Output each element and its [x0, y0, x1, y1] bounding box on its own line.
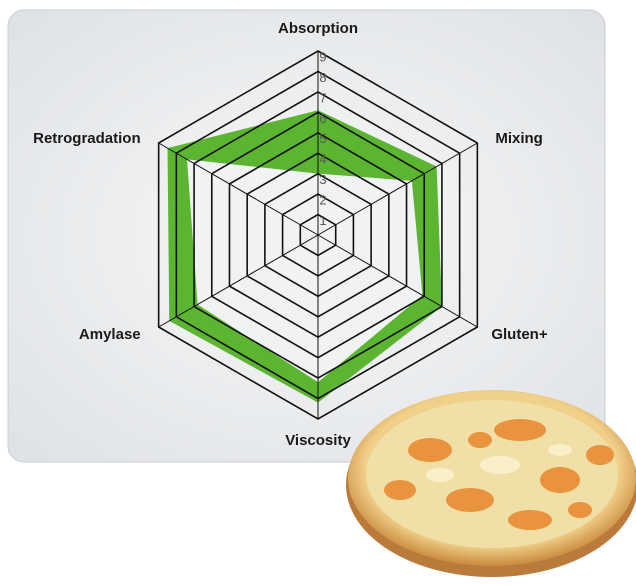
tick-label: 4	[319, 152, 326, 167]
tick-label: 7	[319, 90, 326, 105]
tick-label: 6	[319, 111, 326, 126]
tick-label: 8	[319, 70, 326, 85]
axis-label: Absorption	[278, 20, 358, 37]
pizza-image	[346, 390, 636, 577]
axis-label: Viscosity	[285, 432, 351, 449]
axis-line	[158, 142, 319, 236]
axis-label: Mixing	[495, 130, 542, 147]
axis-line	[317, 142, 478, 236]
tick-label: 9	[319, 49, 326, 64]
tick-label: 1	[319, 213, 326, 228]
axis-label: Retrogradation	[33, 130, 141, 147]
tick-label: 3	[319, 172, 326, 187]
tick-label: 2	[319, 193, 326, 208]
radar-plot: 1 2 3 4 5 6 7 8 9 Absorption Mixing Gluten+ Viscosit…	[33, 20, 548, 449]
axis-label: Gluten+	[491, 326, 547, 343]
axis-label: Amylase	[79, 326, 141, 343]
tick-label: 5	[319, 131, 326, 146]
series-area	[186, 159, 423, 383]
axis-line	[317, 234, 478, 328]
axis-line	[158, 234, 319, 328]
